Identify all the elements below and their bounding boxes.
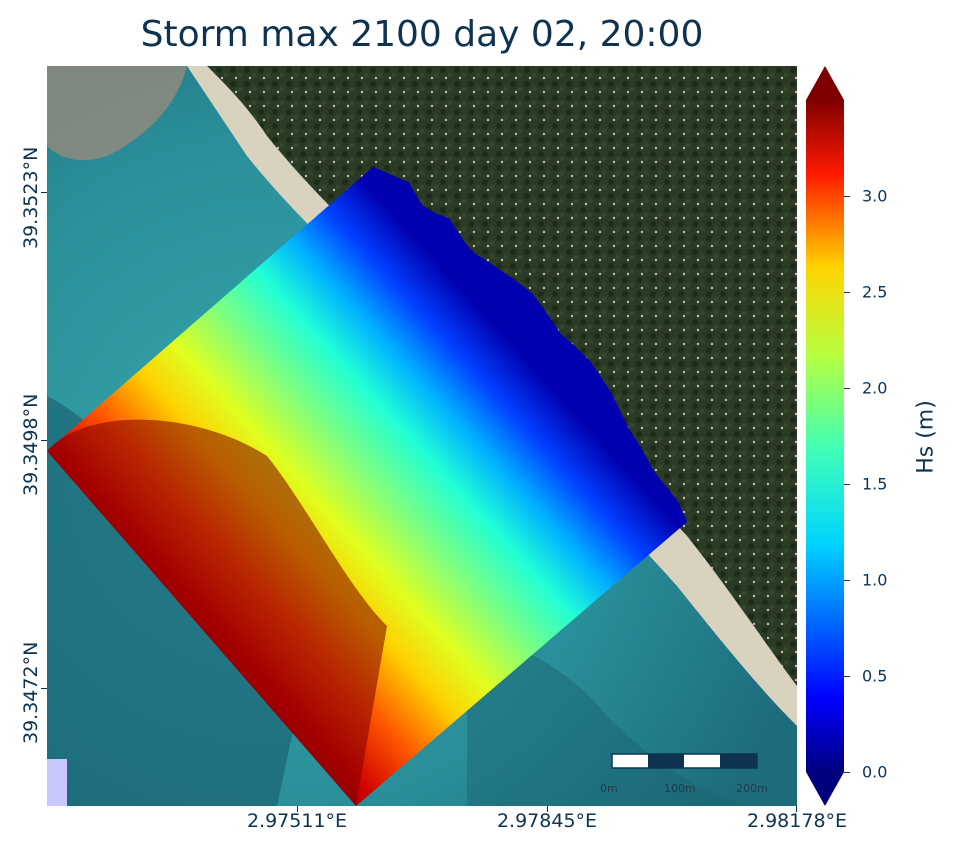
lat-tick [41,440,47,441]
colorbar-label-2: 1.0 [862,570,888,590]
lon-tick [796,806,797,812]
seagrass-patch-south [467,626,747,806]
scale-label-0: 0m [600,782,618,795]
lon-tick [547,806,548,812]
colorbar-graphic [806,66,844,806]
colorbar-label-0: 0.0 [862,762,888,782]
colorbar-tick [844,388,850,389]
lon-label-west: 2.97511°E [246,810,348,832]
rocky-headland [47,66,187,161]
scale-label-200: 200m [736,782,768,795]
wave-height-overlay [47,167,687,806]
lat-label-mid: 39.3498°N [20,393,42,496]
colorbar-label-4: 2.0 [862,378,888,398]
colorbar [806,66,844,806]
lat-tick [41,688,47,689]
corner-marker [47,759,67,806]
map-canvas [47,66,797,806]
lon-label-east: 2.98178°E [746,810,848,832]
colorbar-tick [844,580,850,581]
colorbar-extend-min [806,772,844,806]
colorbar-label-6: 3.0 [862,186,888,206]
scale-bar [611,753,758,769]
map-panel[interactable]: 0m 100m 200m [47,66,797,806]
lon-tick [297,806,298,812]
colorbar-tick [844,772,850,773]
colorbar-tick [844,484,850,485]
scale-label-100: 100m [664,782,696,795]
colorbar-label-3: 1.5 [862,474,888,494]
colorbar-extend-max [806,66,844,100]
lat-label-north: 39.3523°N [20,146,42,249]
colorbar-tick [844,292,850,293]
lat-tick [41,192,47,193]
colorbar-tick [844,196,850,197]
map-title: Storm max 2100 day 02, 20:00 [140,14,704,55]
colorbar-tick [844,676,850,677]
lon-label-mid: 2.97845°E [496,810,598,832]
wave-max-region [47,419,387,806]
colorbar-title: Hs (m) [913,400,939,474]
colorbar-ramp [806,100,844,772]
colorbar-label-1: 0.5 [862,666,888,686]
colorbar-label-5: 2.5 [862,282,888,302]
lat-label-south: 39.3472°N [20,641,42,744]
